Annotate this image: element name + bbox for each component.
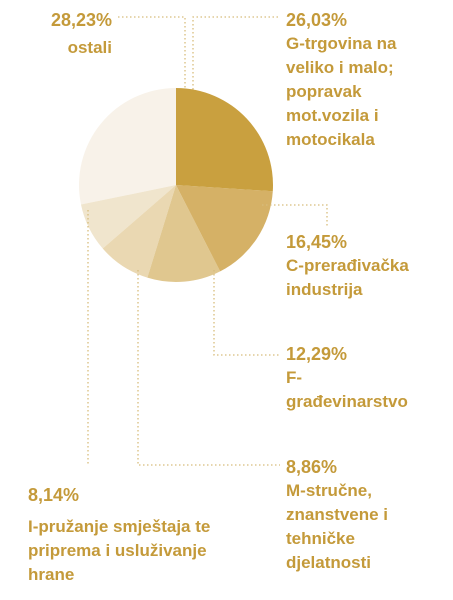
leaders: [87, 16, 328, 466]
label: 8,86% M-stručne, znanstvene i tehničke dj…: [286, 457, 389, 572]
label: 28,23% ostali: [50, 10, 112, 57]
label: 26,03% G-trgovina na veliko i malo; popra…: [286, 10, 397, 149]
label: 12,29% F-građevinarstvo: [286, 344, 408, 411]
label: 8,14% I-pružanje smještaja te priprema i …: [28, 485, 211, 584]
pie-slice: [102, 185, 176, 278]
pie-slice: [176, 88, 273, 192]
label: 16,45% C-prerađivačka industrija: [286, 232, 409, 299]
pie-slice: [147, 185, 221, 282]
pie-slice: [79, 88, 176, 205]
pie-slice: [80, 185, 176, 249]
pie-slice: [176, 185, 273, 272]
